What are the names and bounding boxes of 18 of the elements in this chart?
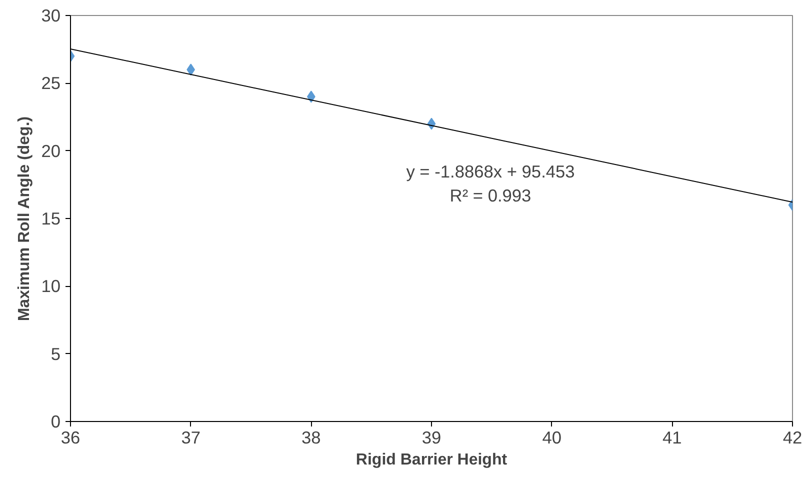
x-tick-label: 38	[302, 428, 321, 448]
x-tick-label: 40	[542, 428, 562, 448]
x-tick-label: 41	[662, 428, 682, 448]
x-tick-label: 42	[782, 428, 802, 448]
y-tick-label: 5	[50, 344, 61, 364]
y-tick-label: 15	[41, 208, 61, 228]
x-axis-title: Rigid Barrier Height	[356, 452, 508, 468]
y-tick-label: 25	[41, 73, 61, 94]
y-tick-label: 30	[41, 6, 61, 26]
x-tick-label: 37	[181, 428, 200, 448]
y-tick-label: 10	[41, 276, 61, 296]
x-tick-label: 36	[60, 428, 80, 448]
y-tick-label: 20	[41, 140, 61, 161]
annotation: R² = 0.993	[450, 186, 532, 206]
y-tick-label: 0	[50, 412, 61, 432]
annotation: y = -1.8868x + 95.453	[406, 162, 575, 182]
y-axis-title: Maximum Roll Angle (deg.)	[16, 116, 34, 322]
x-tick-label: 39	[422, 428, 442, 448]
